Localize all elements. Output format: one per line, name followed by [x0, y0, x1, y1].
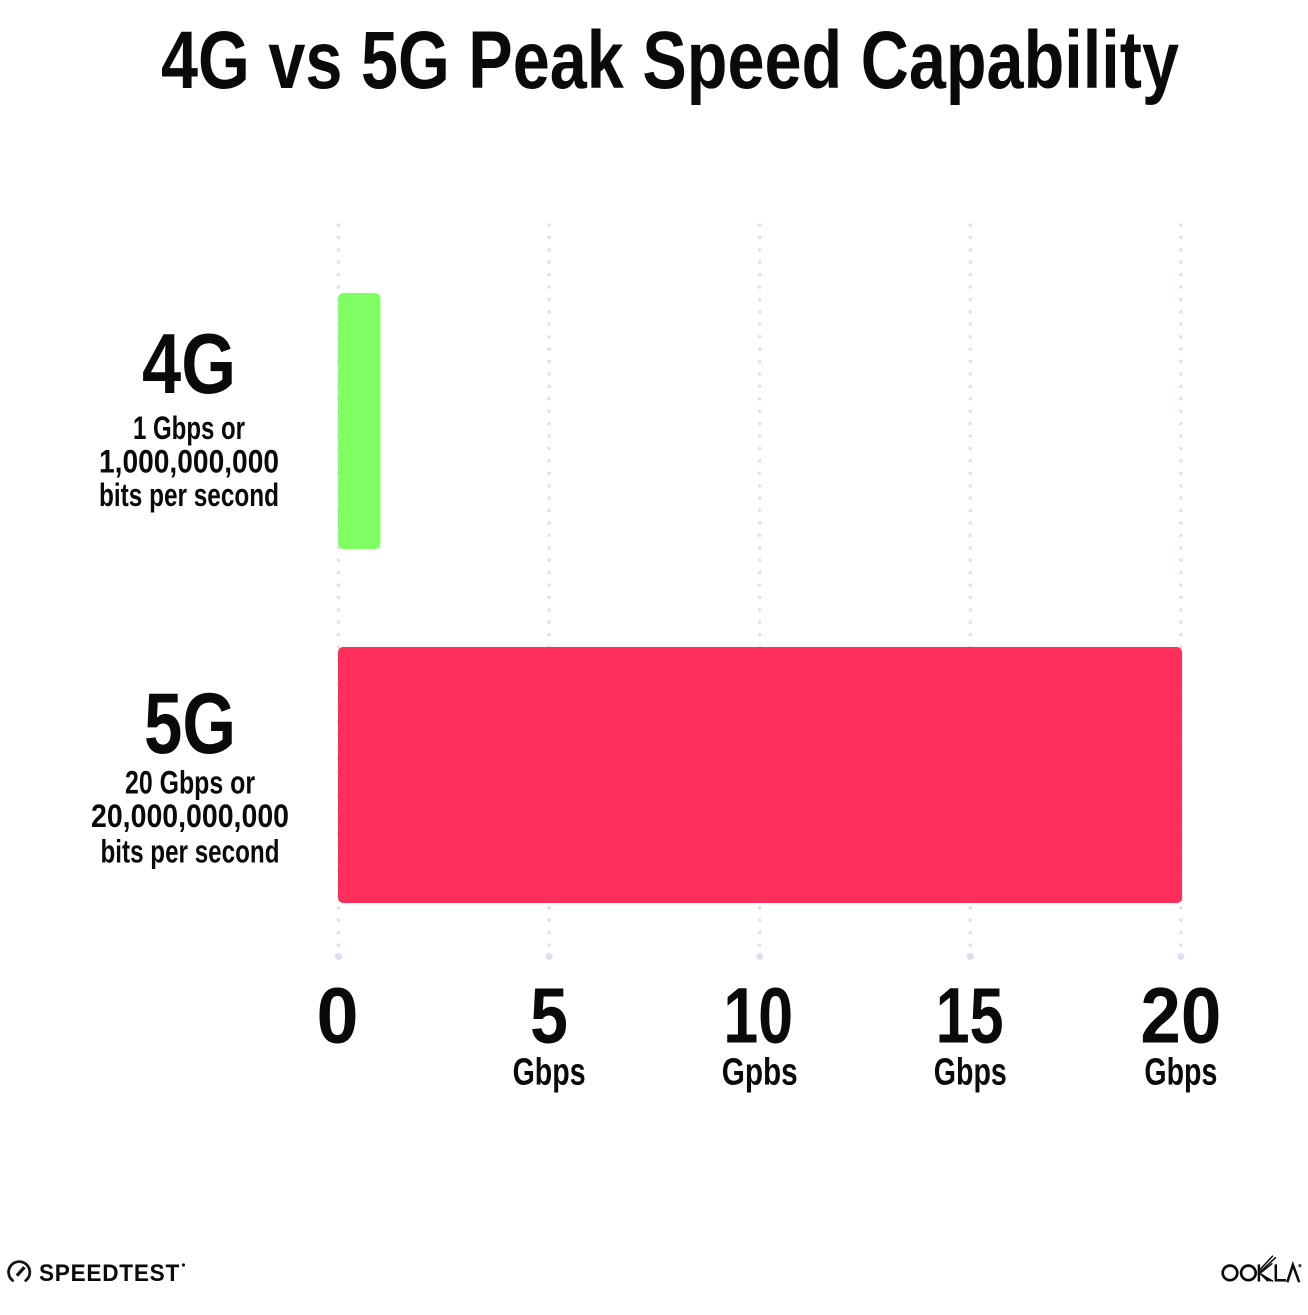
svg-text:20,000,000,000: 20,000,000,000 [91, 798, 289, 834]
svg-text:4G: 4G [142, 317, 236, 412]
svg-text:Gbps: Gbps [934, 1052, 1007, 1094]
svg-text:bits per second: bits per second [101, 834, 280, 870]
svg-text:1,000,000,000: 1,000,000,000 [99, 444, 279, 480]
svg-text:15: 15 [936, 972, 1004, 1060]
svg-text:bits per second: bits per second [99, 477, 279, 513]
svg-text:5G: 5G [144, 676, 236, 772]
svg-text:Gbps: Gbps [513, 1052, 586, 1094]
svg-text:20: 20 [1140, 972, 1221, 1060]
svg-text:Gbps: Gbps [1144, 1052, 1217, 1094]
svg-text:0: 0 [317, 972, 359, 1060]
svg-text:Gpbs: Gpbs [722, 1052, 798, 1094]
svg-text:SPEEDTEST: SPEEDTEST [39, 1260, 180, 1287]
svg-text:10: 10 [723, 972, 793, 1060]
svg-text:5: 5 [530, 972, 568, 1060]
svg-text:4G vs 5G Peak Speed Capability: 4G vs 5G Peak Speed Capability [161, 15, 1179, 106]
svg-text:20 Gbps or: 20 Gbps or [125, 765, 255, 801]
svg-text:1 Gbps or: 1 Gbps or [133, 410, 245, 446]
